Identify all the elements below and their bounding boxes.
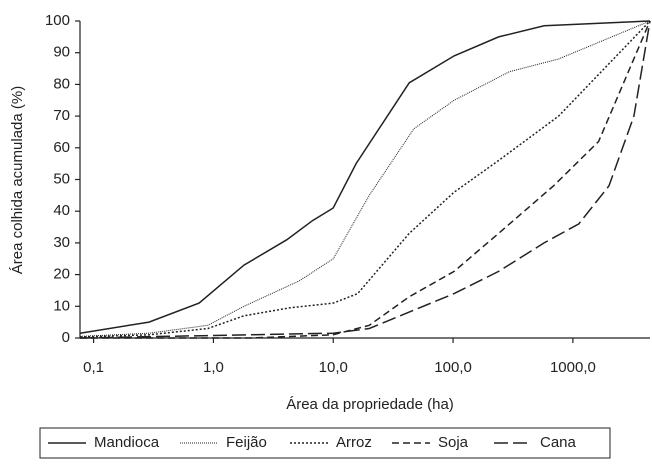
y-tick-label: 0: [62, 329, 70, 346]
legend-label: Cana: [540, 434, 577, 451]
series-line: [79, 20, 651, 338]
y-tick-label: 70: [53, 107, 70, 124]
y-tick-label: 100: [45, 12, 70, 29]
x-tick-label: 10,0: [319, 359, 348, 376]
x-axis-label: Área da propriedade (ha): [286, 396, 454, 413]
x-tick-label: 1,0: [203, 359, 224, 376]
legend-label: Soja: [438, 434, 469, 451]
series-line: [79, 20, 651, 334]
y-tick-label: 20: [53, 266, 70, 283]
legend-label: Arroz: [336, 434, 372, 451]
x-tick-label: 0,1: [83, 359, 104, 376]
x-tick-label: 100,0: [434, 359, 472, 376]
y-axis-label: Área colhida acumulada (%): [9, 86, 26, 274]
series-line: [79, 20, 651, 339]
y-tick-label: 10: [53, 297, 70, 314]
series-line: [80, 20, 651, 339]
y-tick-label: 60: [53, 139, 70, 156]
y-tick-label: 90: [53, 44, 70, 61]
y-tick-label: 50: [53, 170, 70, 187]
y-tick-label: 40: [53, 202, 70, 219]
legend-label: Feijão: [226, 434, 267, 451]
series-line: [79, 20, 651, 337]
legend-label: Mandioca: [94, 434, 160, 451]
y-tick-label: 80: [53, 75, 70, 92]
legend-box: [39, 427, 611, 459]
y-tick-label: 30: [53, 234, 70, 251]
x-tick-label: 1000,0: [550, 359, 596, 376]
